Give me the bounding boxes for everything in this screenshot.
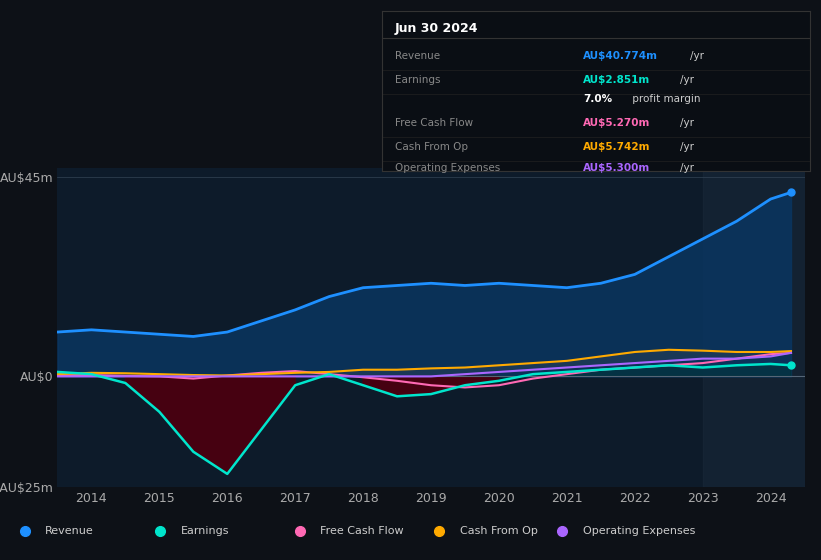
Text: /yr: /yr xyxy=(680,142,694,152)
Text: Free Cash Flow: Free Cash Flow xyxy=(320,526,404,536)
Text: /yr: /yr xyxy=(690,51,704,61)
Text: AU$2.851m: AU$2.851m xyxy=(583,75,650,85)
Text: Operating Expenses: Operating Expenses xyxy=(395,162,500,172)
Text: Cash From Op: Cash From Op xyxy=(395,142,468,152)
Text: Jun 30 2024: Jun 30 2024 xyxy=(395,22,478,35)
Text: AU$5.742m: AU$5.742m xyxy=(583,142,651,152)
Text: Revenue: Revenue xyxy=(395,51,440,61)
Text: AU$5.270m: AU$5.270m xyxy=(583,118,650,128)
Text: AU$40.774m: AU$40.774m xyxy=(583,51,658,61)
Text: Free Cash Flow: Free Cash Flow xyxy=(395,118,473,128)
Text: 7.0%: 7.0% xyxy=(583,94,612,104)
Text: Operating Expenses: Operating Expenses xyxy=(583,526,695,536)
Text: Earnings: Earnings xyxy=(395,75,440,85)
Text: Cash From Op: Cash From Op xyxy=(460,526,538,536)
Text: Revenue: Revenue xyxy=(45,526,94,536)
Text: Earnings: Earnings xyxy=(181,526,229,536)
Text: profit margin: profit margin xyxy=(629,94,700,104)
Bar xyxy=(703,168,805,487)
Text: /yr: /yr xyxy=(680,162,694,172)
Text: /yr: /yr xyxy=(680,118,694,128)
Text: AU$5.300m: AU$5.300m xyxy=(583,162,650,172)
Text: /yr: /yr xyxy=(680,75,694,85)
